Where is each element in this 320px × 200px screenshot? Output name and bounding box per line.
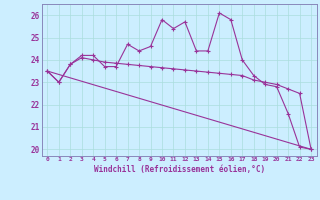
X-axis label: Windchill (Refroidissement éolien,°C): Windchill (Refroidissement éolien,°C): [94, 165, 265, 174]
